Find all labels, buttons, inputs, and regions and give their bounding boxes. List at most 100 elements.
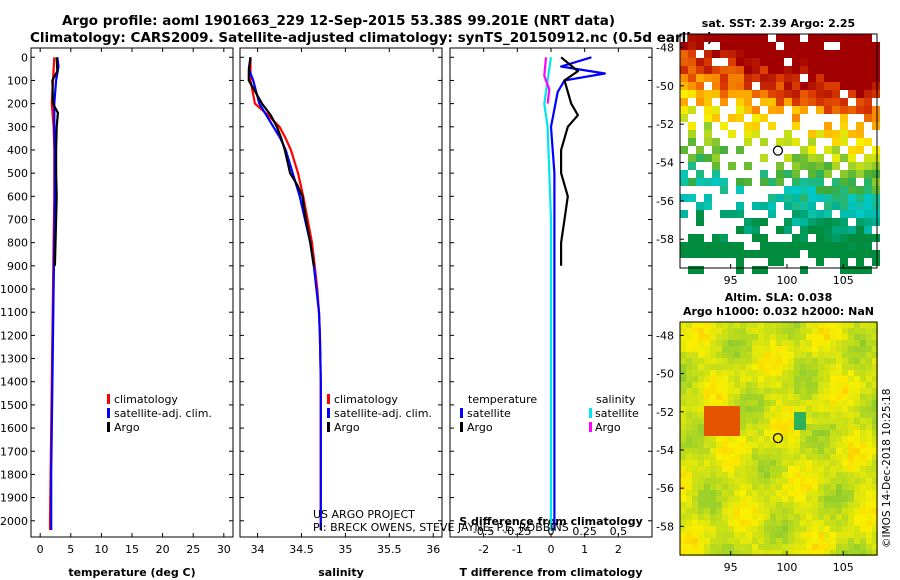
- map-cell: [830, 424, 836, 430]
- map-cell: [872, 322, 878, 328]
- map-cell: [686, 400, 692, 406]
- map-cell: [794, 442, 800, 448]
- map-cell: [746, 346, 752, 352]
- map-cell: [872, 424, 878, 430]
- map-cell: [824, 478, 830, 484]
- map-cell: [824, 82, 832, 90]
- map-cell: [866, 532, 872, 538]
- legend-label: Argo: [114, 421, 140, 434]
- map-cell: [752, 334, 758, 340]
- map-cell: [816, 170, 824, 178]
- map-cell: [712, 250, 720, 258]
- map-cell: [818, 334, 824, 340]
- map-cell: [812, 454, 818, 460]
- map-cell: [782, 526, 788, 532]
- map-cell: [692, 388, 698, 394]
- map-cell: [680, 418, 686, 424]
- map-cell: [788, 496, 794, 502]
- map-cell: [728, 352, 734, 358]
- map-cell: [680, 98, 688, 106]
- map-cell: [686, 376, 692, 382]
- map-cell: [794, 526, 800, 532]
- map-cell: [800, 218, 808, 226]
- map-cell: [752, 520, 758, 526]
- map-cell: [812, 334, 818, 340]
- map-cell: [854, 424, 860, 430]
- profile-panel-1: 0100200300400500600700800900100011001200…: [0, 47, 234, 579]
- lat-tick-label: -58: [656, 233, 674, 246]
- map-cell: [770, 448, 776, 454]
- map-cell: [776, 502, 782, 508]
- map-cell: [812, 424, 818, 430]
- map-cell: [770, 550, 776, 556]
- map-cell: [728, 130, 736, 138]
- map-cell: [856, 210, 864, 218]
- map-cell: [788, 322, 794, 328]
- map-cell: [816, 82, 824, 90]
- depth-tick-label: 1600: [0, 422, 28, 435]
- map-cell: [800, 412, 806, 418]
- map-cell: [830, 472, 836, 478]
- map-cell: [812, 412, 818, 418]
- map-cell: [764, 358, 770, 364]
- map-cell: [808, 138, 816, 146]
- map-cell: [770, 400, 776, 406]
- map-cell: [872, 74, 880, 82]
- map-cell: [716, 382, 722, 388]
- map-cell: [722, 382, 728, 388]
- map-cell: [692, 502, 698, 508]
- map-cell: [836, 406, 842, 412]
- map-cell: [872, 484, 878, 490]
- map-cell: [806, 538, 812, 544]
- map-cell: [860, 364, 866, 370]
- map-cell: [770, 382, 776, 388]
- map-cell: [710, 376, 716, 382]
- map-cell: [794, 496, 800, 502]
- map-cell: [776, 514, 782, 520]
- map-cell: [698, 424, 704, 430]
- map-cell: [722, 478, 728, 484]
- map-cell: [692, 424, 698, 430]
- map-cell: [784, 154, 792, 162]
- map-cell: [794, 406, 800, 412]
- map-cell: [776, 358, 782, 364]
- map-cell: [856, 138, 864, 146]
- map-cell: [746, 322, 752, 328]
- map-cell: [860, 370, 866, 376]
- map-cell: [842, 334, 848, 340]
- map-cell: [782, 376, 788, 382]
- map-cell: [800, 406, 806, 412]
- map-cell: [680, 170, 688, 178]
- map-cell: [680, 526, 686, 532]
- map-cell: [752, 106, 760, 114]
- map-cell: [698, 502, 704, 508]
- map-cell: [768, 82, 776, 90]
- map-cell: [758, 520, 764, 526]
- map-cell: [696, 58, 704, 66]
- map-cell: [710, 544, 716, 550]
- map-cell: [788, 334, 794, 340]
- map-cell: [800, 364, 806, 370]
- map-cell: [784, 186, 792, 194]
- map-cell: [788, 442, 794, 448]
- map-cell: [734, 352, 740, 358]
- map-cell: [788, 448, 794, 454]
- map-cell: [728, 210, 736, 218]
- map-cell: [824, 98, 832, 106]
- x-tick-label: -2: [478, 543, 489, 556]
- map-cell: [848, 490, 854, 496]
- map-cell: [698, 430, 704, 436]
- map-cell: [704, 394, 710, 400]
- map-cell: [818, 346, 824, 352]
- map-cell: [800, 424, 806, 430]
- map-cell: [806, 406, 812, 412]
- map-cell: [794, 382, 800, 388]
- map-cell: [832, 154, 840, 162]
- map-cell: [832, 34, 840, 42]
- map-cell: [686, 346, 692, 352]
- map-cell: [692, 526, 698, 532]
- map-cell: [860, 424, 866, 430]
- map-cell: [764, 340, 770, 346]
- map-cell: [854, 358, 860, 364]
- map-cell: [758, 424, 764, 430]
